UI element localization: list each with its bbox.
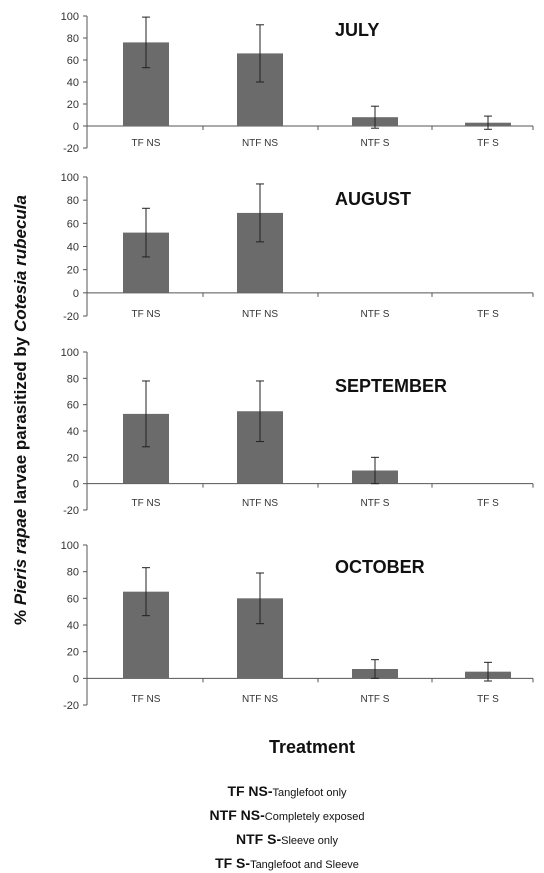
y-axis-label: % Pieris rapae larvae parasitized by Cot… xyxy=(11,195,30,625)
category-label: TF NS xyxy=(132,694,161,705)
panel-october: -20 0 20 40 60 80 100 TF NS NTF NS NTF S TF S OCTOB… xyxy=(61,540,534,712)
y-tick-label: 0 xyxy=(73,288,79,300)
category-label: TF S xyxy=(477,694,499,705)
panel-august: -20 0 20 40 60 80 100 TF NS NTF NS NTF S TF S AUGUS… xyxy=(61,172,534,323)
y-tick-label: 40 xyxy=(67,426,79,438)
panel-title: AUGUST xyxy=(335,189,411,209)
panel-title: SEPTEMBER xyxy=(335,376,447,396)
y-tick-label: 20 xyxy=(67,647,79,659)
legend-item: TF NS-Tanglefoot only xyxy=(227,783,347,799)
y-tick-label: 80 xyxy=(67,33,79,45)
category-label: TF S xyxy=(477,498,499,509)
y-tick-label: 0 xyxy=(73,673,79,685)
y-tick-label: 0 xyxy=(73,479,79,491)
y-tick-label: 80 xyxy=(67,373,79,385)
y-tick-label: -20 xyxy=(63,700,79,712)
legend-item: NTF S-Sleeve only xyxy=(236,831,338,847)
category-label: NTF S xyxy=(361,498,390,509)
y-tick-label: 60 xyxy=(67,593,79,605)
y-tick-label: 40 xyxy=(67,242,79,254)
legend-description: Completely exposed xyxy=(265,811,365,823)
y-tick-label: 40 xyxy=(67,620,79,632)
category-label: TF NS xyxy=(132,138,161,149)
category-label: TF S xyxy=(477,138,499,149)
category-label: NTF S xyxy=(361,138,390,149)
legend-description: Sleeve only xyxy=(281,835,338,847)
category-label: TF S xyxy=(477,309,499,320)
y-axis-label-part: larvae parasitized by xyxy=(11,332,30,509)
y-axis-label-part: Cotesia rubecula xyxy=(11,195,30,332)
legend-code: TF NS- xyxy=(227,783,272,799)
y-tick-label: 0 xyxy=(73,121,79,133)
y-tick-label: 100 xyxy=(61,11,79,23)
y-tick-label: -20 xyxy=(63,143,79,155)
y-tick-label: 20 xyxy=(67,452,79,464)
panel-title: JULY xyxy=(335,20,379,40)
category-label: NTF S xyxy=(361,694,390,705)
panel-july: -20 0 20 40 60 80 100 TF NS NTF NS NTF S TF S JULY xyxy=(61,11,534,155)
legend-item: TF S-Tanglefoot and Sleeve xyxy=(215,855,359,871)
y-tick-label: 60 xyxy=(67,400,79,412)
y-tick-label: -20 xyxy=(63,311,79,323)
legend-code: NTF S- xyxy=(236,831,281,847)
y-tick-label: 20 xyxy=(67,265,79,277)
y-tick-label: -20 xyxy=(63,505,79,517)
panel-september: -20 0 20 40 60 80 100 TF NS NTF NS NTF S TF S SEPTE… xyxy=(61,347,534,517)
category-label: NTF NS xyxy=(242,309,278,320)
category-label: NTF S xyxy=(361,309,390,320)
category-label: TF NS xyxy=(132,498,161,509)
panel-title: OCTOBER xyxy=(335,557,425,577)
y-tick-label: 100 xyxy=(61,172,79,184)
legend-code: TF S- xyxy=(215,855,250,871)
y-tick-label: 100 xyxy=(61,540,79,552)
y-tick-label: 60 xyxy=(67,55,79,67)
category-label: TF NS xyxy=(132,309,161,320)
y-tick-label: 100 xyxy=(61,347,79,359)
y-tick-label: 80 xyxy=(67,567,79,579)
y-axis-label-part: Pieris rapae xyxy=(11,509,30,605)
y-tick-label: 80 xyxy=(67,195,79,207)
legend-item: NTF NS-Completely exposed xyxy=(210,807,365,823)
legend-description: Tanglefoot and Sleeve xyxy=(250,859,359,871)
x-axis-label: Treatment xyxy=(269,737,355,757)
legend-code: NTF NS- xyxy=(210,807,266,823)
y-axis-label-part: % xyxy=(11,605,30,625)
category-label: NTF NS xyxy=(242,498,278,509)
category-label: NTF NS xyxy=(242,138,278,149)
legend-description: Tanglefoot only xyxy=(273,787,347,799)
y-tick-label: 20 xyxy=(67,99,79,111)
y-tick-label: 60 xyxy=(67,218,79,230)
category-label: NTF NS xyxy=(242,694,278,705)
y-tick-label: 40 xyxy=(67,77,79,89)
